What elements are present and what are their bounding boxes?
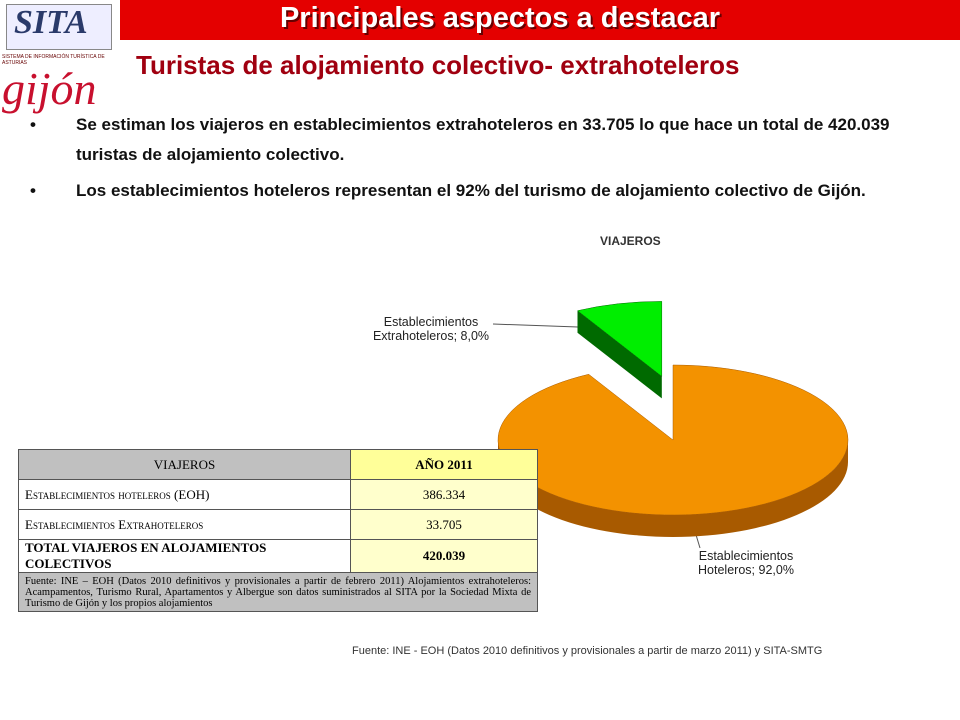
logo-name: SITA	[14, 4, 88, 41]
header-bar	[120, 0, 960, 40]
title: Principales aspectos a destacar	[279, 2, 721, 34]
logo-subtitle: SISTEMA DE INFORMACIÓN TURÍSTICA DE ASTU…	[2, 54, 105, 66]
source-note: Fuente: INE - EOH (Datos 2010 definitivo…	[352, 645, 823, 657]
pie-slice-side	[577, 310, 662, 399]
pie-label: Establecimientos Hoteleros; 92,0%	[672, 549, 820, 577]
bullet-list: Se estiman los viajeros en establecimien…	[30, 110, 910, 212]
pie-label: Establecimientos Extrahoteleros; 8,0%	[368, 315, 494, 343]
cell: TOTAL VIAJEROS EN ALOJAMIENTOS COLECTIVO…	[18, 539, 351, 573]
bullet: Los establecimientos hoteleros represent…	[30, 176, 910, 206]
cell: 33.705	[350, 509, 538, 540]
subtitle: Turistas de alojamiento colectivo- extra…	[136, 50, 740, 80]
bullet: Se estiman los viajeros en establecimien…	[30, 110, 910, 170]
logo: SITA SISTEMA DE INFORMACIÓN TURÍSTICA DE…	[0, 0, 115, 115]
category-label: Establecimientos Hoteleros;	[698, 549, 794, 577]
category-label: Establecimientos Extrahoteleros;	[372, 315, 479, 343]
value-label: 8,0%	[460, 329, 490, 343]
pie-slice	[576, 301, 663, 377]
cell: 386.334	[350, 479, 538, 510]
table-row: Fuente: INE – EOH (Datos 2010 definitivo…	[18, 572, 538, 612]
chart-title: VIAJEROS	[600, 234, 661, 248]
data-table: VIAJEROS AÑO 2011 Establecimientos hotele…	[18, 449, 538, 612]
logo-city: gijón	[2, 63, 97, 114]
value-label: 92,0%	[758, 563, 794, 577]
cell: Establecimientos hoteleros (EOH)	[18, 479, 351, 510]
logo-box	[6, 4, 112, 50]
table-header: VIAJEROS AÑO 2011	[18, 449, 538, 480]
table-row: Establecimientos hoteleros (EOH) 386.334	[18, 479, 538, 510]
pie-slice-side	[498, 440, 848, 537]
pie-slice	[497, 364, 849, 516]
cell: 420.039	[350, 539, 538, 573]
cell: Establecimientos Extrahoteleros	[18, 509, 351, 540]
cell: AÑO 2011	[350, 449, 538, 480]
table-row: TOTAL VIAJEROS EN ALOJAMIENTOS COLECTIVO…	[18, 539, 538, 573]
table-note: Fuente: INE – EOH (Datos 2010 definitivo…	[18, 572, 538, 612]
cell: VIAJEROS	[18, 449, 351, 480]
table-row: Establecimientos Extrahoteleros 33.705	[18, 509, 538, 540]
